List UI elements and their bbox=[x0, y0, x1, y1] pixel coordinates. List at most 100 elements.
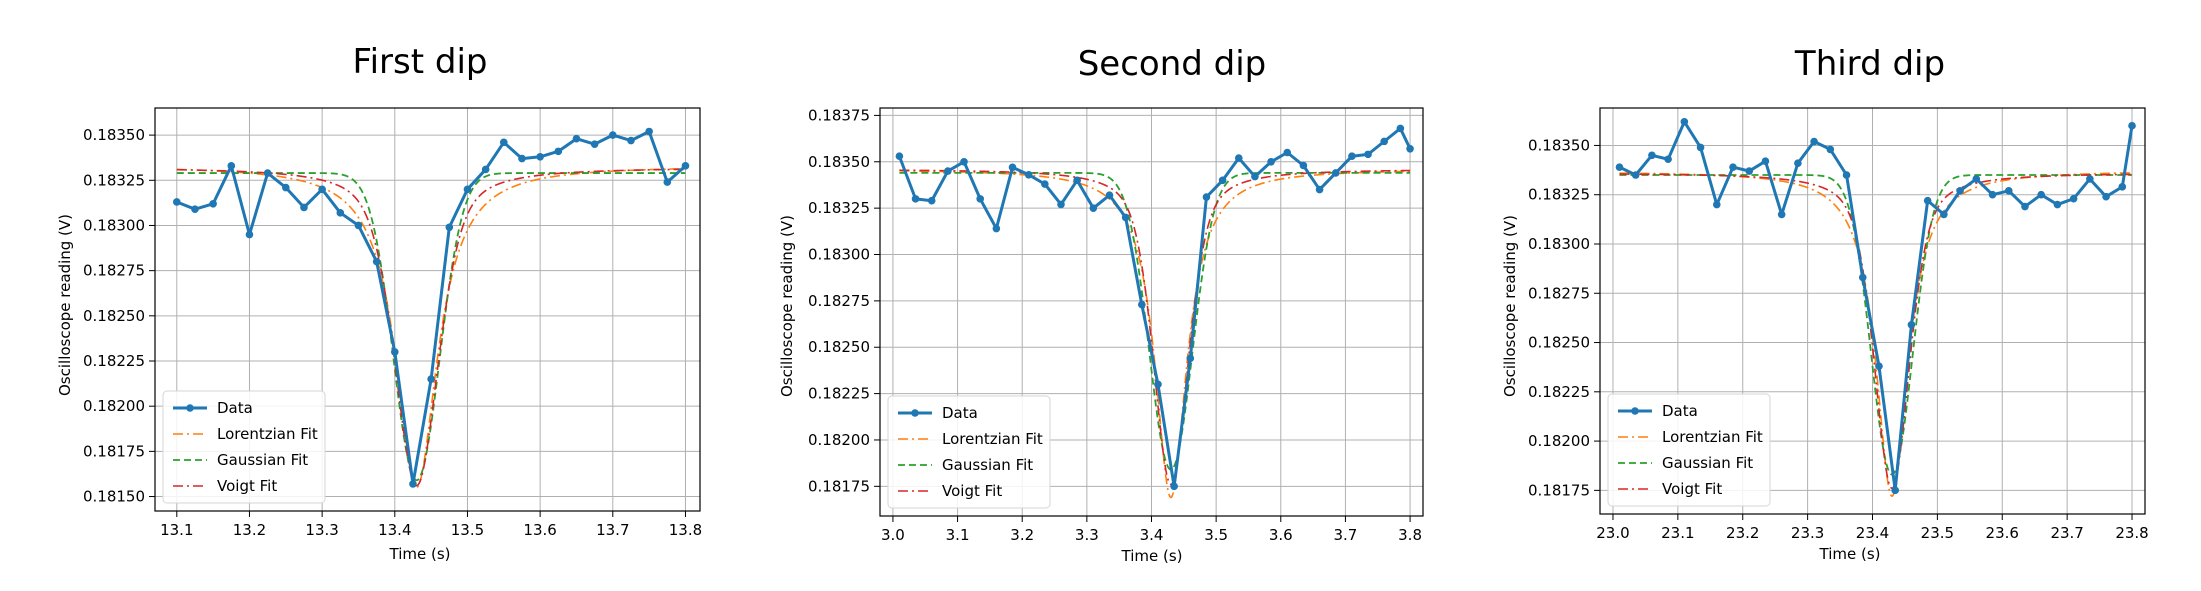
y-tick-label: 0.18300 bbox=[1528, 235, 1590, 253]
x-tick-label: 3.8 bbox=[1398, 526, 1422, 544]
series-group bbox=[895, 124, 1414, 499]
data-point bbox=[2037, 190, 2045, 199]
series-line-voigt bbox=[1619, 173, 2133, 490]
data-point bbox=[1664, 155, 1672, 164]
legend-label: Data bbox=[217, 399, 253, 417]
x-tick-label: 23.4 bbox=[1856, 524, 1889, 542]
x-tick-label: 23.8 bbox=[2115, 524, 2148, 542]
legend-box bbox=[1607, 393, 1771, 507]
data-point bbox=[445, 223, 454, 232]
series-line-lorentzian bbox=[176, 167, 686, 489]
data-point bbox=[1696, 143, 1705, 152]
legend-marker bbox=[186, 404, 194, 412]
data-point bbox=[1940, 210, 1948, 219]
data-point bbox=[1138, 300, 1146, 309]
y-tick-label: 0.18250 bbox=[83, 307, 145, 325]
data-point bbox=[992, 224, 1001, 233]
chart-title: Second dip bbox=[1078, 44, 1267, 84]
panel-first-dip: First dip Time (s) Oscilloscope reading … bbox=[56, 42, 702, 563]
legend-label: Voigt Fit bbox=[1662, 480, 1722, 498]
x-axis-label: Time (s) bbox=[1121, 547, 1183, 565]
y-tick-label: 0.18350 bbox=[83, 126, 145, 144]
series-line-gaussian bbox=[1619, 174, 2133, 476]
y-tick-label: 0.18225 bbox=[808, 385, 870, 403]
plot-area: 13.1 13.2 13.3 13.4 13.5 13.6 13.7 13.8 0.18150 0… bbox=[83, 107, 702, 539]
plot-area: 23.0 23.1 23.2 23.3 23.4 23.5 23.6 23.7 23.8 0.18… bbox=[1528, 107, 2149, 542]
data-point bbox=[911, 195, 920, 203]
y-tick-label: 0.18250 bbox=[808, 338, 870, 356]
data-point bbox=[2021, 202, 2029, 211]
y-tick-label: 0.18300 bbox=[808, 246, 870, 264]
data-point bbox=[1024, 170, 1033, 179]
data-point bbox=[500, 138, 508, 147]
x-tick-label: 13.3 bbox=[305, 521, 338, 539]
data-point bbox=[2128, 121, 2136, 130]
y-tick-label: 0.18200 bbox=[83, 397, 145, 415]
data-point bbox=[2004, 186, 2013, 195]
data-point bbox=[354, 221, 363, 230]
legend-marker bbox=[1631, 407, 1639, 415]
data-point bbox=[1331, 169, 1340, 177]
data-point bbox=[1615, 163, 1624, 171]
y-tick-label: 0.18200 bbox=[1528, 432, 1590, 450]
axes-frame bbox=[154, 107, 701, 512]
data-point bbox=[1648, 151, 1656, 160]
y-tick-label: 0.18175 bbox=[1528, 481, 1590, 499]
x-tick-label: 23.1 bbox=[1661, 524, 1694, 542]
data-point bbox=[209, 199, 217, 208]
data-point bbox=[336, 209, 345, 217]
data-point bbox=[960, 157, 968, 166]
data-point bbox=[627, 136, 635, 145]
x-tick-label: 23.7 bbox=[2050, 524, 2083, 542]
data-point bbox=[1972, 175, 1981, 183]
data-point bbox=[1891, 486, 1900, 495]
data-point bbox=[1008, 163, 1017, 172]
x-tick-label: 23.3 bbox=[1791, 524, 1824, 542]
data-point bbox=[481, 165, 490, 174]
data-point bbox=[1745, 167, 1754, 175]
y-tick-label: 0.18325 bbox=[83, 171, 145, 189]
y-axis-label: Oscilloscope reading (V) bbox=[1501, 215, 1519, 397]
data-point bbox=[1712, 200, 1721, 209]
chart-title: Third dip bbox=[1794, 44, 1945, 84]
y-tick-label: 0.18300 bbox=[83, 216, 145, 234]
data-point bbox=[409, 480, 417, 488]
data-point bbox=[1631, 171, 1640, 179]
data-point bbox=[1202, 193, 1211, 201]
legend-label: Voigt Fit bbox=[942, 482, 1002, 500]
series-group bbox=[1615, 117, 2136, 498]
y-tick-label: 0.18225 bbox=[83, 352, 145, 370]
x-tick-label: 13.4 bbox=[378, 521, 411, 539]
data-point bbox=[1680, 117, 1689, 126]
x-tick-label: 3.0 bbox=[881, 526, 905, 544]
data-point bbox=[1073, 176, 1081, 185]
y-tick-label: 0.18375 bbox=[808, 106, 870, 124]
panel-second-dip: Second dip Time (s) Oscilloscope reading… bbox=[778, 44, 1424, 565]
y-tick-label: 0.18225 bbox=[1528, 383, 1590, 401]
axes-frame bbox=[1599, 107, 2146, 515]
data-point bbox=[263, 169, 272, 177]
y-tick-label: 0.18350 bbox=[808, 153, 870, 171]
x-tick-label: 3.4 bbox=[1140, 526, 1164, 544]
data-point bbox=[1299, 161, 1308, 170]
legend-label: Gaussian Fit bbox=[1662, 454, 1753, 472]
data-point bbox=[1810, 137, 1818, 146]
plot-area: 3.0 3.1 3.2 3.3 3.4 3.5 3.6 3.7 3.8 0.18175 0.1820… bbox=[808, 106, 1424, 544]
data-point bbox=[1364, 150, 1372, 159]
data-point bbox=[372, 257, 381, 266]
series-group bbox=[173, 127, 690, 489]
data-point bbox=[2118, 183, 2127, 191]
data-point bbox=[1923, 196, 1932, 205]
data-point bbox=[1761, 157, 1770, 166]
data-point bbox=[976, 195, 984, 203]
data-point bbox=[391, 348, 399, 356]
legend-box bbox=[162, 390, 326, 504]
y-tick-label: 0.18325 bbox=[808, 199, 870, 217]
data-point bbox=[2102, 192, 2110, 201]
y-tick-label: 0.18275 bbox=[83, 262, 145, 280]
legend-label: Gaussian Fit bbox=[217, 451, 308, 469]
data-point bbox=[1907, 320, 1916, 329]
data-point bbox=[895, 152, 904, 161]
